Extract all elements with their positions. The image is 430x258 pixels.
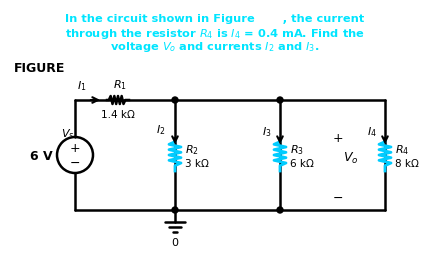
Text: +: + <box>70 141 80 155</box>
Text: 0: 0 <box>172 238 178 248</box>
Text: $I_1$: $I_1$ <box>77 79 87 93</box>
Text: 1.4 kΩ: 1.4 kΩ <box>101 110 135 120</box>
Text: voltage $V_o$ and currents $I_2$ and $I_3$.: voltage $V_o$ and currents $I_2$ and $I_… <box>111 40 319 54</box>
Text: $R_3$: $R_3$ <box>290 143 304 157</box>
Text: 6 kΩ: 6 kΩ <box>290 159 314 169</box>
Circle shape <box>277 207 283 213</box>
Text: FIGURE: FIGURE <box>14 62 65 75</box>
Text: $R_4$: $R_4$ <box>395 143 409 157</box>
Text: $I_2$: $I_2$ <box>156 123 165 137</box>
Text: In the circuit shown in Figure       , the current: In the circuit shown in Figure , the cur… <box>65 14 365 24</box>
Text: through the resistor $R_4$ is $I_4$ = 0.4 mA. Find the: through the resistor $R_4$ is $I_4$ = 0.… <box>65 27 365 41</box>
Text: $V_o$: $V_o$ <box>343 150 359 166</box>
Text: 3 kΩ: 3 kΩ <box>185 159 209 169</box>
Text: 8 kΩ: 8 kΩ <box>395 159 419 169</box>
Text: $R_1$: $R_1$ <box>113 78 127 92</box>
Circle shape <box>172 207 178 213</box>
Text: −: − <box>70 157 80 170</box>
Text: −: − <box>333 191 343 205</box>
Circle shape <box>172 97 178 103</box>
Text: $V_s$: $V_s$ <box>61 127 75 141</box>
Text: $I_3$: $I_3$ <box>262 125 272 139</box>
Text: $I_4$: $I_4$ <box>367 125 377 139</box>
Circle shape <box>277 97 283 103</box>
Text: 6 V: 6 V <box>31 150 53 164</box>
Text: $R_2$: $R_2$ <box>185 143 199 157</box>
Text: +: + <box>333 132 343 144</box>
